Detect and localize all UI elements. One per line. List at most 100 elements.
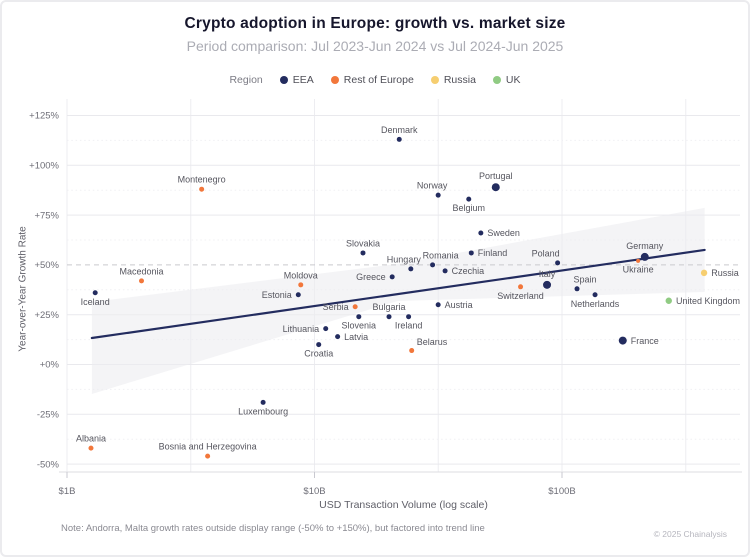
data-points: Iceland Albania Macedonia Montenegro Bosnia …: [76, 125, 740, 459]
label-switzerland: Switzerland: [497, 291, 544, 301]
point-ireland[interactable]: [406, 314, 412, 320]
point-slovakia[interactable]: [360, 250, 366, 256]
point-italy[interactable]: [543, 280, 552, 289]
label-bosnia-and-herzegovina: Bosnia and Herzegovina: [159, 442, 257, 452]
label-hungary: Hungary: [387, 254, 422, 264]
point-macedonia[interactable]: [139, 278, 145, 284]
legend-item-russia[interactable]: Russia: [430, 74, 476, 86]
label-denmark: Denmark: [381, 125, 418, 135]
point-moldova[interactable]: [298, 282, 304, 288]
point-norway[interactable]: [435, 192, 441, 198]
point-slovenia[interactable]: [356, 314, 362, 320]
label-austria: Austria: [445, 300, 473, 310]
y-tick-125: +125%: [29, 111, 59, 122]
point-poland[interactable]: [555, 260, 561, 266]
point-belgium[interactable]: [466, 196, 472, 202]
point-france[interactable]: [618, 336, 627, 345]
x-tick--10b: $10B: [303, 486, 325, 497]
footnote: Note: Andorra, Malta growth rates outsid…: [61, 523, 485, 534]
source-credit: © 2025 Chainalysis: [653, 529, 727, 539]
label-belarus: Belarus: [417, 337, 448, 347]
label-moldova: Moldova: [284, 270, 318, 280]
point-albania[interactable]: [88, 445, 94, 451]
point-estonia[interactable]: [295, 292, 301, 298]
y-tick-75: +75%: [34, 210, 59, 221]
label-sweden: Sweden: [487, 228, 520, 238]
y-tick-labels: +125% +100% +75% +50% +25% +0% -25% -50%: [29, 111, 59, 471]
point-lithuania[interactable]: [323, 326, 329, 332]
legend-item-eea[interactable]: EEA: [279, 74, 314, 86]
label-iceland: Iceland: [81, 297, 110, 307]
label-slovakia: Slovakia: [346, 238, 380, 248]
point-czechia[interactable]: [442, 268, 448, 274]
point-bulgaria[interactable]: [386, 314, 392, 320]
point-luxembourg[interactable]: [260, 399, 266, 405]
legend-item-label: Rest of Europe: [343, 74, 414, 86]
label-spain: Spain: [574, 274, 597, 284]
point-spain[interactable]: [574, 286, 580, 292]
legend-swatch-eea: [279, 76, 288, 84]
label-united-kingdom: United Kingdom: [676, 296, 740, 306]
point-sweden[interactable]: [478, 230, 484, 236]
point-austria[interactable]: [435, 302, 441, 308]
legend-items: EEA Rest of Europe Russia UK: [279, 74, 521, 86]
point-iceland[interactable]: [92, 290, 98, 296]
y-tick--50: -50%: [37, 459, 60, 470]
y-tick--25: -25%: [37, 410, 60, 421]
y-tick-100: +100%: [29, 161, 59, 172]
label-bulgaria: Bulgaria: [372, 302, 405, 312]
point-finland[interactable]: [468, 250, 474, 256]
label-germany: Germany: [626, 241, 664, 251]
point-greece[interactable]: [389, 274, 395, 280]
point-switzerland[interactable]: [518, 284, 524, 290]
page-title: Crypto adoption in Europe: growth vs. ma…: [184, 15, 566, 32]
point-united-kingdom[interactable]: [665, 297, 672, 304]
point-croatia[interactable]: [316, 342, 322, 348]
point-germany[interactable]: [640, 252, 649, 261]
confidence-band: [91, 207, 705, 394]
point-netherlands[interactable]: [592, 292, 598, 298]
point-montenegro[interactable]: [199, 186, 205, 192]
point-bosnia-and-herzegovina[interactable]: [205, 453, 211, 459]
label-croatia: Croatia: [304, 349, 333, 359]
label-ukraine: Ukraine: [623, 264, 654, 274]
label-poland: Poland: [532, 248, 560, 258]
label-belgium: Belgium: [452, 203, 485, 213]
horizontal-gridlines: [67, 115, 740, 465]
label-netherlands: Netherlands: [571, 299, 620, 309]
point-ukraine[interactable]: [636, 258, 641, 263]
label-albania: Albania: [76, 434, 106, 444]
label-luxembourg: Luxembourg: [238, 406, 288, 416]
x-tick--1b: $1B: [59, 486, 76, 497]
point-portugal[interactable]: [491, 183, 500, 192]
x-axis-title: USD Transaction Volume (log scale): [319, 499, 488, 511]
x-tick-labels: $1B $10B $100B: [59, 472, 576, 497]
legend-swatch-rest-of-europe: [330, 76, 339, 84]
point-latvia[interactable]: [335, 334, 341, 340]
point-denmark[interactable]: [396, 136, 402, 142]
legend: Region EEA Rest of Europe Russia UK: [2, 74, 748, 86]
label-macedonia: Macedonia: [119, 266, 163, 276]
y-tick-50: +50%: [34, 260, 59, 271]
legend-swatch-russia: [430, 76, 439, 84]
point-romania[interactable]: [430, 262, 436, 268]
point-hungary[interactable]: [408, 266, 414, 272]
label-france: France: [631, 336, 659, 346]
label-russia: Russia: [711, 268, 739, 278]
point-serbia[interactable]: [352, 304, 358, 310]
legend-item-label: EEA: [292, 74, 314, 86]
legend-item-rest-of-europe[interactable]: Rest of Europe: [330, 74, 414, 86]
label-portugal: Portugal: [479, 171, 513, 181]
y-tick-25: +25%: [34, 310, 59, 321]
legend-item-uk[interactable]: UK: [492, 74, 521, 86]
label-norway: Norway: [417, 181, 448, 191]
x-tick--100b: $100B: [548, 486, 575, 497]
legend-item-label: Russia: [443, 74, 476, 86]
point-belarus[interactable]: [409, 348, 415, 354]
point-russia[interactable]: [700, 269, 708, 277]
label-czechia: Czechia: [452, 266, 485, 276]
y-tick-0: +0%: [40, 360, 60, 371]
label-serbia: Serbia: [323, 302, 349, 312]
